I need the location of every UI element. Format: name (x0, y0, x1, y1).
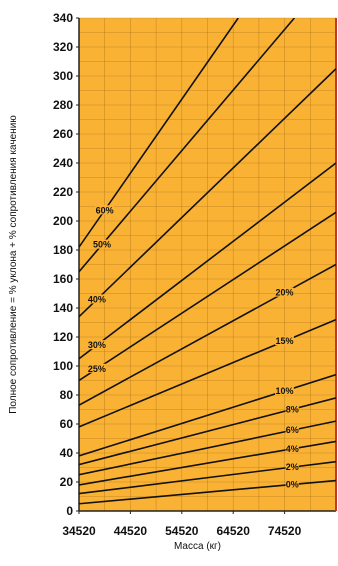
series-line (79, 211, 336, 382)
series-label-background (285, 462, 299, 472)
y-axis-title: Полное сопротивление = % уклона + % сопр… (8, 115, 19, 414)
series-label-background (285, 479, 299, 489)
y-tick-label: 60 (60, 417, 74, 431)
series-label: 40% (88, 294, 106, 304)
series-label: 20% (275, 288, 293, 298)
y-tick-label: 120 (53, 330, 73, 344)
series-label: 50% (93, 240, 111, 250)
series-line (79, 162, 336, 360)
y-tick-label: 20 (60, 475, 74, 489)
y-tick-label: 340 (53, 11, 73, 25)
x-axis-title: Масса (кг) (174, 541, 221, 552)
series-label: 8% (286, 404, 299, 414)
series-label-background (285, 404, 299, 414)
series-label-background (275, 385, 294, 395)
x-tick-label: 54520 (165, 524, 199, 538)
series-label: 2% (286, 462, 299, 472)
series-line (79, 68, 336, 318)
y-tick-label: 240 (53, 156, 73, 170)
series-label: 60% (96, 205, 114, 215)
series-label-background (275, 287, 294, 297)
series-label: 0% (286, 480, 299, 490)
y-tick-label: 80 (60, 388, 74, 402)
series-label: 4% (286, 444, 299, 454)
y-tick-label: 220 (53, 185, 73, 199)
series-label-background (285, 443, 299, 453)
series-label: 6% (286, 425, 299, 435)
series-label-background (95, 205, 114, 215)
x-tick-label: 44520 (114, 524, 148, 538)
y-tick-label: 100 (53, 359, 73, 373)
y-tick-label: 260 (53, 127, 73, 141)
y-tick-label: 40 (60, 446, 74, 460)
y-tick-label: 140 (53, 301, 73, 315)
x-tick-label: 34520 (62, 524, 96, 538)
y-tick-label: 180 (53, 243, 73, 257)
series-label-background (275, 336, 294, 346)
y-tick-label: 320 (53, 40, 73, 54)
y-tick-label: 160 (53, 272, 73, 286)
series-label-background (92, 239, 112, 249)
y-tick-label: 280 (53, 98, 73, 112)
plot-area (78, 17, 337, 512)
y-tick-label: 200 (53, 214, 73, 228)
series-label: 15% (275, 336, 293, 346)
series-label-background (285, 425, 299, 435)
y-ticks: 0 20 40 60 80 100 120 140 160 180 200 220 240 260 280 3… (53, 11, 79, 518)
series-line (79, 18, 295, 273)
x-tick-label: 74520 (268, 524, 302, 538)
x-ticks: 34520 44520 54520 64520 74520 (62, 511, 302, 538)
series-label-background (87, 363, 107, 373)
x-tick-label: 64520 (217, 524, 251, 538)
series-label-background (87, 294, 107, 304)
y-tick-label: 300 (53, 69, 73, 83)
series-label: 30% (88, 340, 106, 350)
series-labels: 0% 2% 4% 6% 8% 10% 15% 20% 25% 30% 40% 50% 60% (87, 205, 299, 490)
series-label: 10% (275, 386, 293, 396)
y-tick-label: 0 (66, 504, 73, 518)
series-label-background (87, 340, 107, 350)
series-label: 25% (88, 364, 106, 374)
